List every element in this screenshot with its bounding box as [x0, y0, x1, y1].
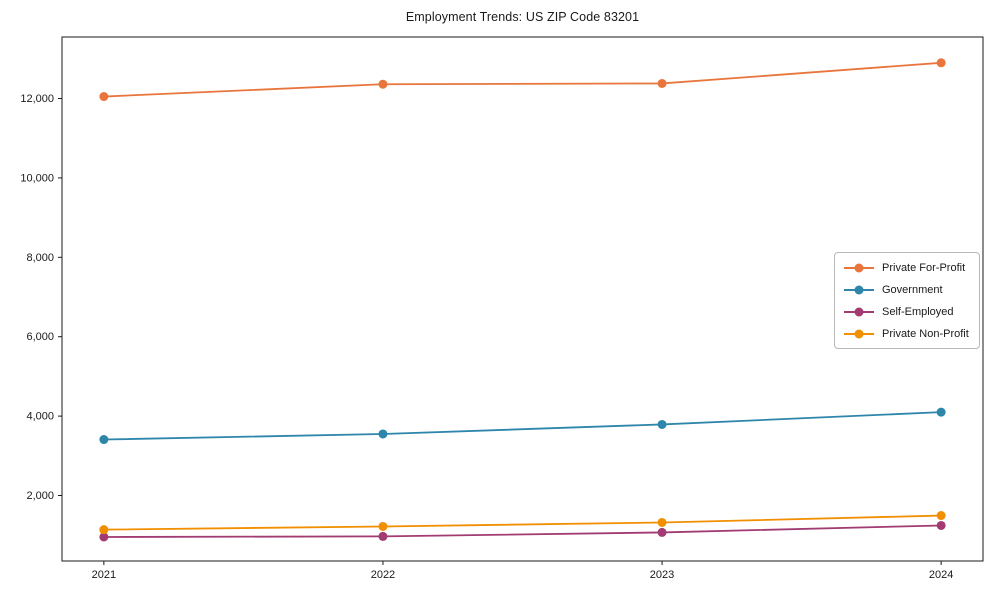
data-point-private-non-profit-2024	[936, 511, 946, 521]
data-point-self-employed-2023	[657, 527, 667, 537]
series-line-private-non-profit	[103, 514, 942, 531]
legend-item-private-non-profit: Private Non-Profit	[844, 326, 970, 341]
data-point-self-employed-2024	[936, 520, 946, 530]
data-point-government-2022	[378, 429, 388, 439]
data-point-private-non-profit-2022	[378, 521, 388, 531]
series-line-government	[103, 411, 942, 441]
data-point-self-employed-2021	[99, 532, 109, 542]
legend: Private For-Profit Government Self-Employe…	[834, 252, 980, 349]
data-point-government-2021	[99, 435, 109, 445]
legend-marker-icon	[844, 263, 874, 272]
y-tick-label: 2,000	[26, 490, 54, 502]
data-point-private-non-profit-2023	[657, 517, 667, 527]
data-point-private-for-profit-2024	[936, 58, 946, 68]
legend-label: Private For-Profit	[882, 261, 966, 274]
y-tick-label: 4,000	[26, 411, 54, 423]
legend-marker-icon	[844, 307, 874, 316]
legend-label: Government	[882, 283, 943, 296]
legend-marker-dot	[854, 307, 864, 316]
x-tick-label: 2024	[929, 569, 953, 581]
legend-label: Self-Employed	[882, 305, 954, 318]
chart-title: Employment Trends: US ZIP Code 83201	[405, 10, 640, 24]
data-point-private-non-profit-2021	[99, 525, 109, 535]
data-point-government-2023	[657, 419, 667, 429]
x-tick-label: 2021	[92, 569, 116, 581]
legend-marker-dot	[854, 285, 864, 294]
data-point-private-for-profit-2023	[657, 78, 667, 88]
data-point-private-for-profit-2021	[99, 92, 109, 102]
x-tick-label: 2022	[371, 569, 395, 581]
y-tick-label: 6,000	[26, 331, 54, 343]
legend-item-government: Government	[844, 282, 970, 297]
data-point-private-for-profit-2022	[378, 79, 388, 89]
legend-marker-dot	[854, 263, 864, 272]
legend-item-self-employed: Self-Employed	[844, 304, 970, 319]
data-point-government-2024	[936, 407, 946, 417]
x-tick-label: 2023	[650, 569, 674, 581]
data-point-self-employed-2022	[378, 531, 388, 541]
y-tick-label: 12,000	[20, 93, 54, 105]
legend-label: Private Non-Profit	[882, 327, 969, 340]
legend-item-private-for-profit: Private For-Profit	[844, 260, 970, 275]
legend-marker-icon	[844, 329, 874, 338]
y-tick-label: 10,000	[20, 172, 54, 184]
plot-border	[61, 36, 984, 562]
legend-marker-dot	[854, 329, 864, 338]
y-tick-label: 8,000	[26, 252, 54, 264]
series-line-self-employed	[103, 524, 942, 538]
legend-marker-icon	[844, 285, 874, 294]
series-line-private-for-profit	[103, 61, 942, 98]
